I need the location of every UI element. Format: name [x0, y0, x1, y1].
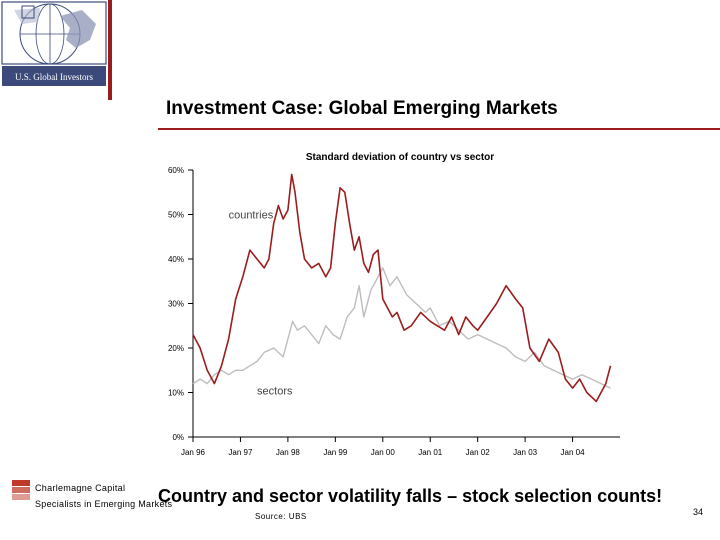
y-tick-label: 20%	[168, 344, 184, 353]
slide-headline: Country and sector volatility falls – st…	[158, 486, 663, 506]
page-title: Investment Case: Global Emerging Markets	[166, 98, 558, 119]
y-tick-label: 10%	[168, 389, 184, 398]
annotation-sectors: sectors	[257, 385, 293, 397]
x-tick-label: Jan 00	[371, 448, 396, 457]
header-accent-bar	[108, 0, 112, 100]
charlemagne-logo-icon	[12, 480, 30, 500]
y-tick-label: 30%	[168, 300, 184, 309]
source-note: Source: UBS	[255, 512, 307, 521]
x-tick-label: Jan 99	[323, 448, 348, 457]
x-tick-label: Jan 96	[181, 448, 206, 457]
annotation-countries: countries	[229, 210, 274, 222]
page-number: 34	[693, 507, 704, 517]
volatility-chart: Standard deviation of country vs sector …	[168, 152, 620, 457]
x-tick-label: Jan 01	[418, 448, 443, 457]
logo-text: U.S. Global Investors	[15, 72, 93, 82]
y-tick-label: 50%	[168, 211, 184, 220]
x-tick-label: Jan 04	[561, 448, 586, 457]
y-tick-label: 40%	[168, 255, 184, 264]
company-logo: U.S. Global Investors	[0, 0, 110, 88]
y-tick-label: 60%	[168, 166, 184, 175]
series-sectors-line	[192, 267, 611, 389]
x-tick-label: Jan 97	[228, 448, 253, 457]
x-tick-label: Jan 03	[513, 448, 538, 457]
x-tick-label: Jan 02	[466, 448, 491, 457]
company-tagline: Specialists in Emerging Markets	[35, 499, 173, 509]
series-countries-line	[192, 173, 612, 403]
chart-title: Standard deviation of country vs sector	[306, 152, 494, 163]
x-tick-label: Jan 98	[276, 448, 301, 457]
company-name: Charlemagne Capital	[35, 483, 126, 493]
y-tick-label: 0%	[172, 433, 184, 442]
title-divider	[158, 128, 720, 130]
